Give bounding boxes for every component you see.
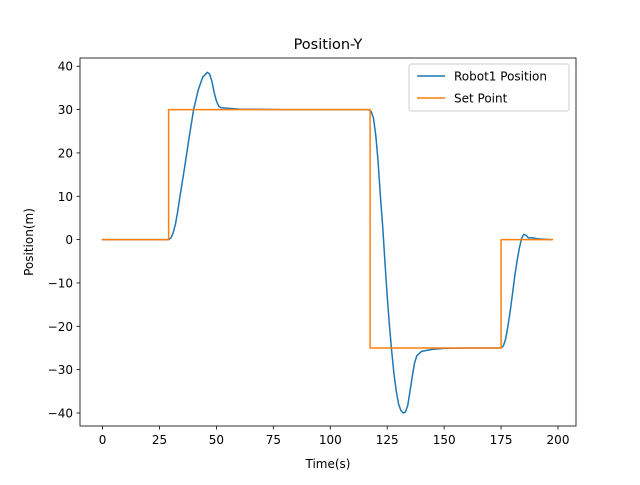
legend: Robot1 Position Set Point (408, 63, 570, 112)
y-tick-label: 40 (58, 60, 73, 74)
x-tick-label: 0 (99, 433, 107, 447)
x-axis: 0 25 50 75 100 125 150 175 200 (99, 426, 570, 447)
y-tick-label: 20 (58, 146, 73, 160)
y-tick-label: 30 (58, 103, 73, 117)
x-tick-label: 150 (433, 433, 456, 447)
x-tick-label: 25 (152, 433, 167, 447)
legend-label: Robot1 Position (454, 70, 547, 84)
x-tick-label: 75 (266, 433, 281, 447)
x-tick-label: 175 (490, 433, 513, 447)
plot-series (101, 71, 554, 414)
legend-box (408, 63, 570, 112)
x-tick-label: 100 (319, 433, 342, 447)
x-tick-label: 125 (376, 433, 399, 447)
y-axis: 40 30 20 10 0 −10 −20 −30 −40 (48, 60, 80, 420)
y-tick-label: −30 (48, 363, 73, 377)
series-line-2 (101, 108, 554, 349)
x-axis-label: Time(s) (305, 457, 351, 471)
y-tick-label: −40 (48, 406, 73, 420)
chart-title: Position-Y (294, 37, 363, 53)
axes-border (79, 57, 577, 427)
y-tick-label: −20 (48, 320, 73, 334)
y-tick-label: 0 (65, 233, 73, 247)
y-axis-label: Position(m) (22, 208, 36, 276)
y-tick-label: −10 (48, 276, 73, 290)
axes-frame (79, 57, 577, 427)
series-line-1 (101, 71, 552, 414)
y-tick-label: 10 (58, 190, 73, 204)
x-tick-label: 200 (547, 433, 570, 447)
x-tick-label: 50 (209, 433, 224, 447)
legend-label: Set Point (454, 92, 508, 106)
